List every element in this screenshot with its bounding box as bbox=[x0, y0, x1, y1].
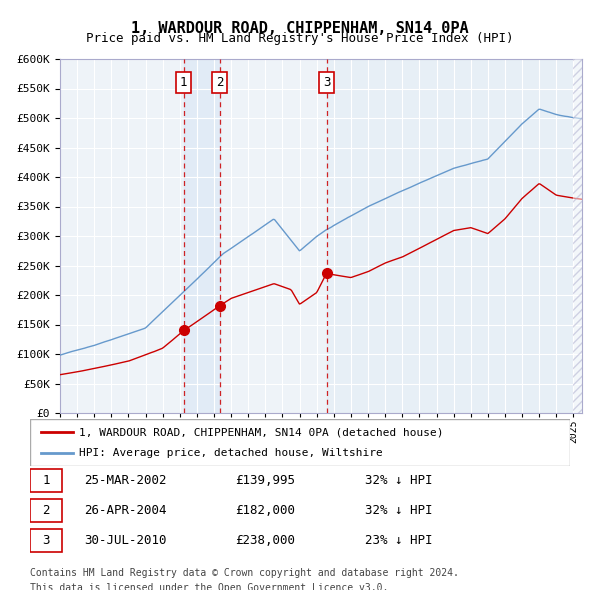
Bar bbox=[184, 59, 220, 413]
Text: 32% ↓ HPI: 32% ↓ HPI bbox=[365, 474, 432, 487]
Text: 25-MAR-2002: 25-MAR-2002 bbox=[84, 474, 167, 487]
Bar bbox=[326, 59, 582, 413]
Text: 1: 1 bbox=[180, 76, 187, 89]
Text: 26-APR-2004: 26-APR-2004 bbox=[84, 504, 167, 517]
Text: 2: 2 bbox=[216, 76, 223, 89]
Text: 30-JUL-2010: 30-JUL-2010 bbox=[84, 534, 167, 547]
Text: 32% ↓ HPI: 32% ↓ HPI bbox=[365, 504, 432, 517]
Text: 3: 3 bbox=[323, 76, 331, 89]
Polygon shape bbox=[574, 59, 582, 413]
Text: £182,000: £182,000 bbox=[235, 504, 295, 517]
Bar bbox=[30, 499, 62, 522]
Text: £238,000: £238,000 bbox=[235, 534, 295, 547]
Bar bbox=[30, 529, 62, 552]
Bar bbox=[30, 469, 62, 491]
Text: HPI: Average price, detached house, Wiltshire: HPI: Average price, detached house, Wilt… bbox=[79, 448, 382, 458]
Text: 1, WARDOUR ROAD, CHIPPENHAM, SN14 0PA (detached house): 1, WARDOUR ROAD, CHIPPENHAM, SN14 0PA (d… bbox=[79, 427, 443, 437]
Text: Contains HM Land Registry data © Crown copyright and database right 2024.: Contains HM Land Registry data © Crown c… bbox=[30, 568, 459, 578]
Text: £139,995: £139,995 bbox=[235, 474, 295, 487]
Text: 2: 2 bbox=[43, 504, 50, 517]
Text: 23% ↓ HPI: 23% ↓ HPI bbox=[365, 534, 432, 547]
Text: Price paid vs. HM Land Registry's House Price Index (HPI): Price paid vs. HM Land Registry's House … bbox=[86, 32, 514, 45]
Text: 1, WARDOUR ROAD, CHIPPENHAM, SN14 0PA: 1, WARDOUR ROAD, CHIPPENHAM, SN14 0PA bbox=[131, 21, 469, 35]
Text: 1: 1 bbox=[43, 474, 50, 487]
Text: This data is licensed under the Open Government Licence v3.0.: This data is licensed under the Open Gov… bbox=[30, 583, 388, 590]
Text: 3: 3 bbox=[43, 534, 50, 547]
